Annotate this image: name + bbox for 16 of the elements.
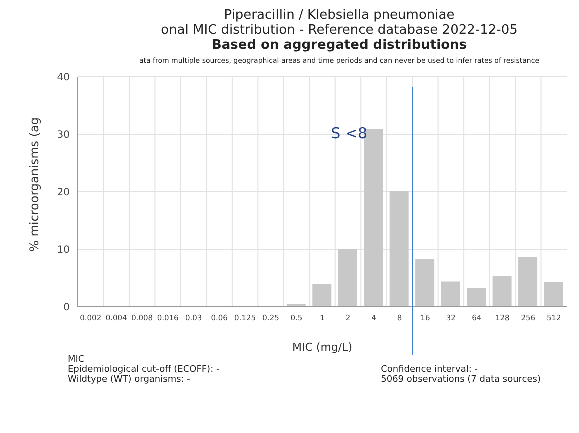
chart-title: Piperacillin / Klebsiella pneumoniae [223, 8, 456, 23]
y-axis-title: % microorganisms (ag [27, 118, 42, 252]
text: Confidence interval: - [381, 365, 480, 375]
text: Wildtype (WT) organisms: - [68, 375, 192, 385]
text: 5069 observations (7 data sources) [381, 375, 541, 385]
y-tick-label: 20 [57, 188, 70, 199]
text: Based on aggregated distributions [210, 38, 468, 53]
y-tick-label: 10 [57, 245, 70, 256]
y-tick-label: 30 [57, 130, 70, 142]
text: Epidemiological cut-off (ECOFF): - [68, 365, 220, 375]
x-axis-title: MIC (mg/L) [292, 341, 353, 354]
y-tick-label: 0 [64, 302, 70, 314]
ref-line-label: S <8 [331, 124, 368, 143]
chart-subtitle: onal MIC distribution - Reference database 2022-12-05 [160, 23, 519, 38]
text: MIC [68, 355, 86, 365]
y-tick-label: 40 [57, 72, 70, 84]
